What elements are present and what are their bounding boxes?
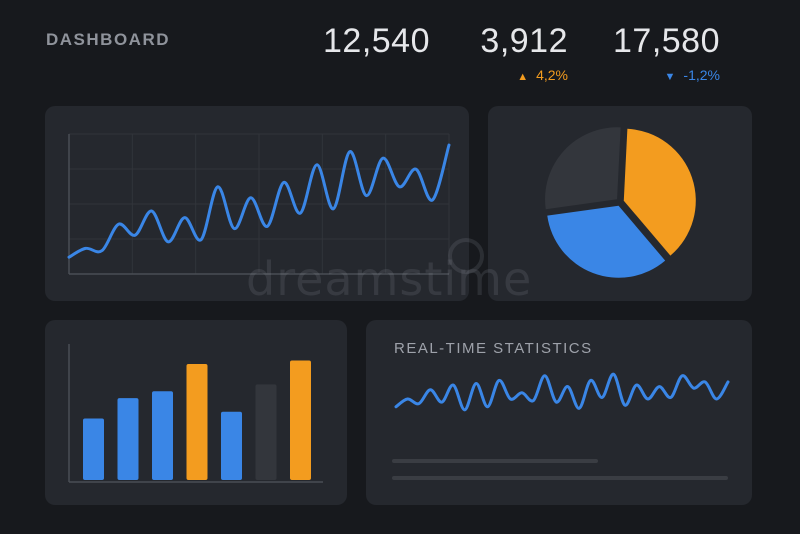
trend-line-chart [67,133,451,275]
bar [221,411,242,480]
triangle-up-icon: ▲ [517,71,529,83]
pie-slice-orange [623,128,696,256]
page-title: DASHBOARD [46,30,170,49]
bar-chart-panel [45,320,347,505]
watermark: dreamstime [246,252,533,306]
line-chart-panel [45,106,469,301]
stat-1-value: 12,540 [323,22,430,60]
triangle-down-icon: ▼ [664,71,676,83]
bar [255,384,277,480]
pie-slice-blue [547,205,666,278]
stat-3-delta: -1,2% [683,67,720,83]
watermark-logo-icon [448,238,484,274]
stat-1: 12,540 [300,22,430,61]
stat-2-value: 3,912 [480,22,568,60]
pie-slice-gray [545,127,621,210]
bar [290,360,311,480]
series-line [67,143,451,259]
stat-3-value: 17,580 [613,22,720,60]
bar [83,418,104,480]
pie-chart [545,127,696,278]
realtime-title: REAL-TIME STATISTICS [394,340,593,357]
series-line [394,372,730,412]
bar [186,363,208,480]
stat-3: 17,580 ▼ -1,2% [600,22,720,83]
realtime-line-chart [392,372,730,480]
stat-2-delta: 4,2% [536,67,568,83]
bar [152,391,173,480]
stat-2: 3,912 ▲ 4,2% [450,22,568,83]
bar-chart [68,344,323,483]
realtime-panel: REAL-TIME STATISTICS [366,320,752,505]
bar [117,398,139,480]
pie-chart-panel [488,106,752,301]
